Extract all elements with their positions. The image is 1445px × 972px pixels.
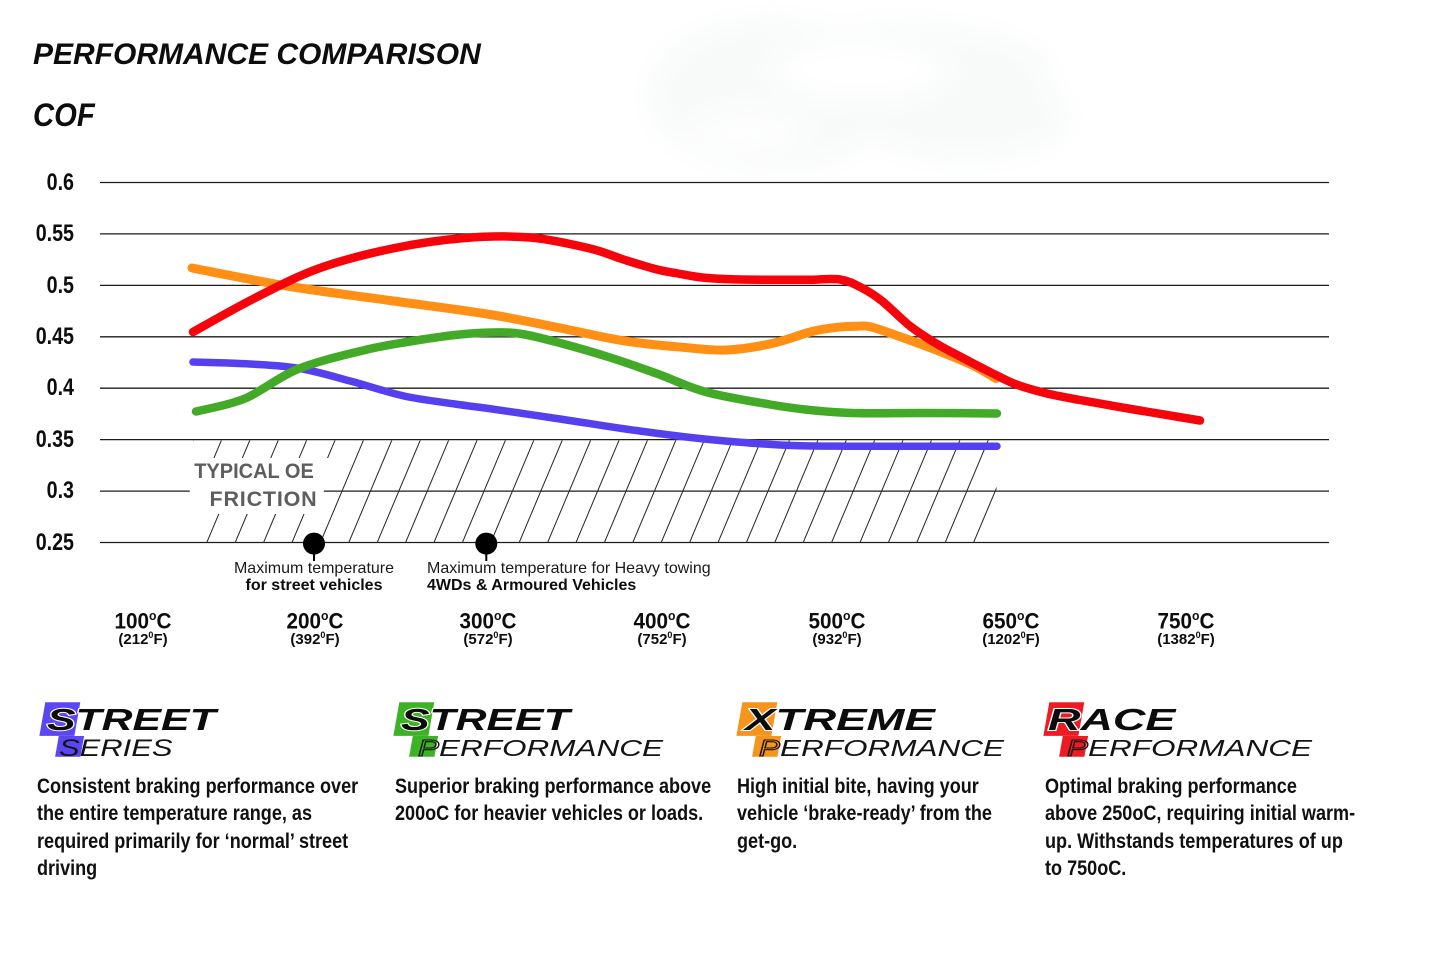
svg-text:SERIES: SERIES bbox=[59, 734, 173, 761]
svg-text:P: P bbox=[418, 735, 440, 761]
svg-text:STREET: STREET bbox=[47, 702, 219, 737]
svg-text:P: P bbox=[1067, 735, 1089, 761]
svg-text:P: P bbox=[759, 735, 781, 761]
svg-text:ERFORMANCE: ERFORMANCE bbox=[439, 735, 664, 761]
svg-text:XTREME: XTREME bbox=[743, 703, 936, 737]
svg-text:RACE: RACE bbox=[1048, 703, 1177, 738]
svg-text:ERFORMANCE: ERFORMANCE bbox=[1088, 735, 1313, 761]
svg-text:ERFORMANCE: ERFORMANCE bbox=[780, 735, 1005, 761]
svg-text:STREET: STREET bbox=[401, 702, 573, 737]
